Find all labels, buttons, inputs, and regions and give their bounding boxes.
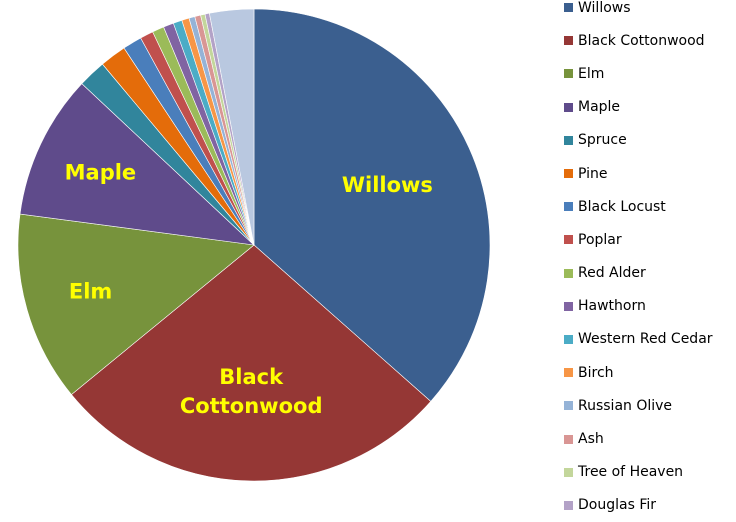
legend-item-tree-of-heaven: Tree of Heaven — [564, 456, 713, 489]
legend-label: Black Cottonwood — [578, 32, 705, 49]
slice-label-willows: Willows — [342, 173, 433, 197]
slice-label-black-cottonwood: Cottonwood — [180, 394, 323, 418]
legend-item-poplar: Poplar — [564, 223, 713, 256]
legend-swatch — [564, 135, 573, 145]
legend-swatch — [564, 500, 573, 510]
legend-label: Red Alder — [578, 265, 646, 282]
legend-swatch — [564, 301, 573, 311]
pie-chart: Willows Black Cottonwood Elm Maple Willows Bl… — [17, 0, 713, 513]
pie-slice-elm — [17, 213, 255, 395]
legend-item-elm: Elm — [564, 57, 713, 90]
slice-label-black-cottonwood: Black — [219, 365, 284, 389]
pie-plot: Willows Black Cottonwood Elm Maple — [17, 8, 491, 482]
legend-swatch — [564, 169, 573, 179]
legend-label: Maple — [578, 99, 621, 116]
legend-label: Tree of Heaven — [578, 464, 684, 481]
legend: Willows Black Cottonwood Elm Maple Spruce Pin… — [564, 0, 713, 522]
legend-item-russian-olive: Russian Olive — [564, 389, 713, 422]
legend-swatch — [564, 467, 573, 477]
legend-label: Willows — [578, 0, 631, 16]
legend-swatch — [564, 235, 573, 245]
legend-item-red-alder: Red Alder — [564, 257, 713, 290]
legend-item-ash: Ash — [564, 422, 713, 455]
legend-swatch — [564, 102, 573, 112]
pie-slice-maple — [19, 83, 255, 246]
legend-item-willows: Willows — [564, 0, 713, 24]
legend-item-hawthorn: Hawthorn — [564, 290, 713, 323]
legend-swatch — [564, 69, 573, 79]
legend-label: Western Red Cedar — [578, 331, 713, 348]
legend-swatch — [564, 202, 573, 212]
legend-label: Pine — [578, 165, 608, 182]
legend-swatch — [564, 434, 573, 444]
legend-item-douglas-fir: Douglas Fir — [564, 489, 713, 522]
legend-label: Hawthorn — [578, 298, 646, 315]
pie-slice-black-cottonwood — [71, 244, 432, 482]
legend-item-western-red-cedar: Western Red Cedar — [564, 323, 713, 356]
pie-slice-other — [209, 8, 255, 246]
legend-item-maple: Maple — [564, 91, 713, 124]
legend-item-pine: Pine — [564, 157, 713, 190]
legend-item-birch: Birch — [564, 356, 713, 389]
slice-label-elm: Elm — [69, 280, 112, 304]
legend-item-spruce: Spruce — [564, 124, 713, 157]
legend-label: Spruce — [578, 132, 627, 149]
legend-label: Black Locust — [578, 198, 666, 215]
legend-swatch — [564, 368, 573, 378]
legend-swatch — [564, 401, 573, 411]
slice-label-maple: Maple — [65, 160, 137, 184]
legend-label: Birch — [578, 364, 614, 381]
legend-swatch — [564, 3, 573, 13]
legend-label: Douglas Fir — [578, 497, 656, 514]
legend-item-black-cottonwood: Black Cottonwood — [564, 24, 713, 57]
legend-label: Ash — [578, 431, 604, 448]
legend-swatch — [564, 334, 573, 344]
pie-slice-willows — [253, 8, 491, 402]
legend-swatch — [564, 36, 573, 46]
legend-item-black-locust: Black Locust — [564, 190, 713, 223]
legend-label: Russian Olive — [578, 397, 673, 414]
legend-swatch — [564, 268, 573, 278]
legend-label: Poplar — [578, 231, 622, 248]
legend-label: Elm — [578, 65, 605, 82]
